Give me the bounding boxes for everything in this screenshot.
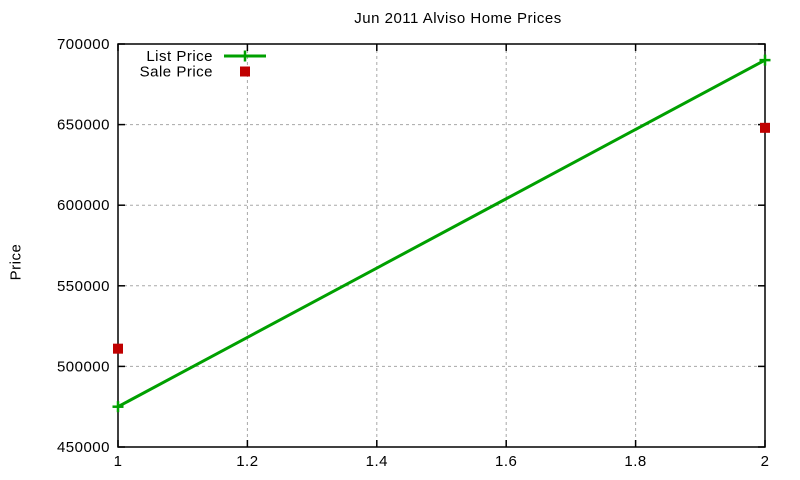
y-tick-label: 600000: [57, 197, 110, 214]
legend-label-sale-price: Sale Price: [140, 64, 213, 81]
x-tick-label: 1: [114, 453, 123, 470]
y-tick-label: 550000: [57, 278, 110, 295]
list-price-line: [117, 58, 766, 409]
legend-marker-sale-price: [240, 66, 250, 77]
y-tick-label: 650000: [57, 117, 110, 134]
x-tick-label: 1.6: [495, 453, 517, 470]
plot-border: [117, 43, 766, 448]
x-tick-label: 1.8: [624, 453, 646, 470]
sale-price-point: [760, 122, 770, 133]
x-tick-label: 1.2: [236, 453, 258, 470]
y-tick-label: 700000: [57, 36, 110, 53]
x-tick-label: 2: [761, 453, 770, 470]
y-tick-label: 450000: [57, 439, 110, 456]
legend-label-list-price: List Price: [146, 48, 213, 65]
chart-title: Jun 2011 Alviso Home Prices: [354, 10, 562, 27]
x-tick-label: 1.4: [366, 453, 388, 470]
y-tick-label: 500000: [57, 358, 110, 375]
sale-price-point: [113, 343, 123, 354]
